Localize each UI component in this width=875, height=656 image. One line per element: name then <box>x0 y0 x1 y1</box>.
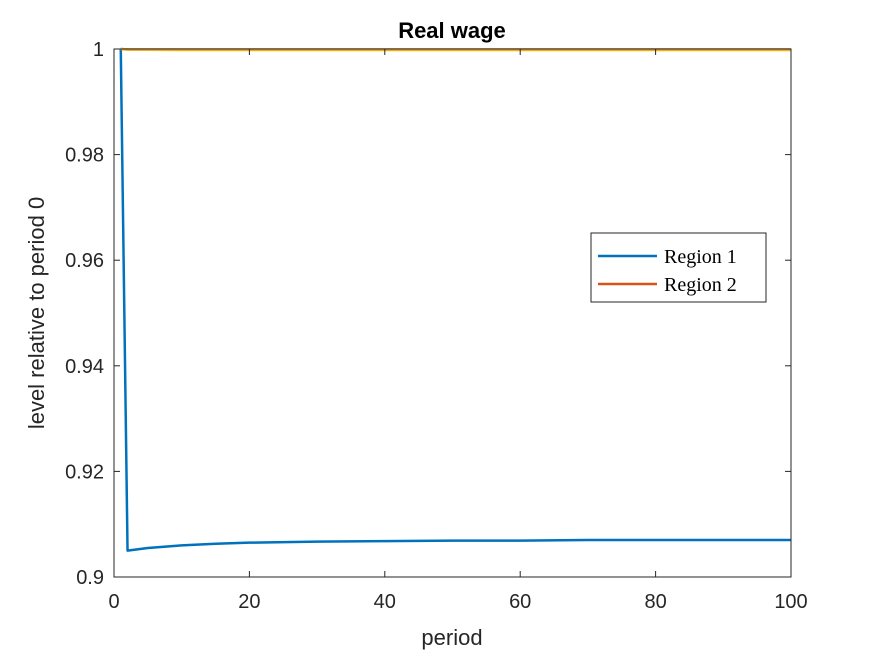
x-tick-label: 20 <box>238 591 260 613</box>
y-tick-label: 0.94 <box>65 356 104 378</box>
chart-title: Real wage <box>398 18 506 43</box>
x-tick-label: 100 <box>774 591 807 613</box>
x-axis-ticks: 0 20 40 60 80 100 <box>108 49 808 613</box>
x-axis-title: period <box>421 625 482 650</box>
legend[interactable]: Region 1 Region 2 <box>590 232 767 303</box>
x-tick-label: 40 <box>374 591 396 613</box>
y-tick-label: 1 <box>93 39 104 61</box>
plot-area <box>114 49 791 577</box>
legend-box <box>590 232 767 303</box>
y-axis-title: level relative to period 0 <box>24 197 49 429</box>
x-tick-label: 80 <box>644 591 666 613</box>
legend-label-region-1: Region 1 <box>664 246 737 268</box>
x-tick-label: 0 <box>108 591 119 613</box>
y-tick-label: 0.9 <box>76 567 104 589</box>
legend-label-region-2: Region 2 <box>664 274 737 296</box>
y-tick-label: 0.98 <box>65 145 104 167</box>
series-line-region-1 <box>119 48 791 552</box>
y-tick-label: 0.96 <box>65 250 104 272</box>
plot-box <box>113 48 792 578</box>
y-axis-ticks: 0.9 0.92 0.94 0.96 0.98 1 <box>65 39 791 589</box>
x-tick-label: 60 <box>509 591 531 613</box>
y-tick-label: 0.92 <box>65 461 104 483</box>
